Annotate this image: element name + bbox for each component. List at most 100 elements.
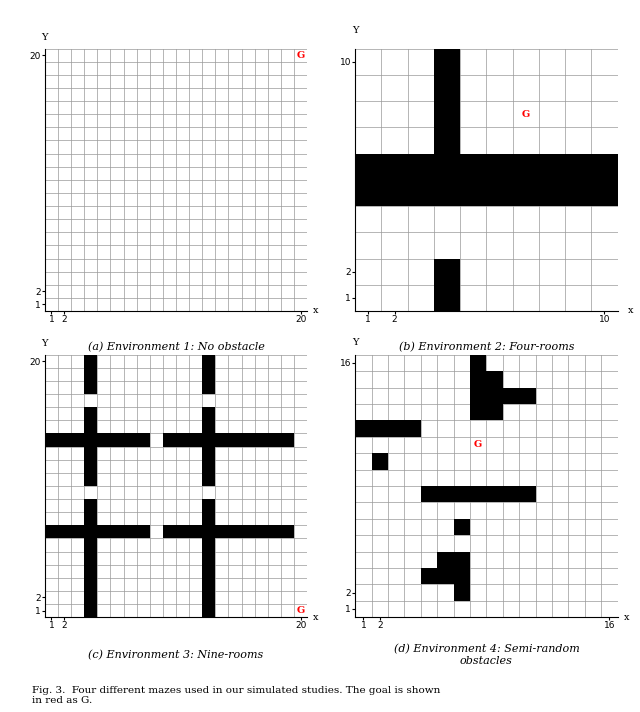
Bar [486,486,503,503]
Bar [202,552,215,565]
Bar [421,568,437,585]
Bar [454,568,470,585]
Bar [355,154,381,179]
Bar [408,180,434,206]
Bar [434,101,460,127]
Text: G: G [474,441,483,449]
Bar [84,512,97,525]
Bar [372,453,388,469]
Bar [84,538,97,552]
Bar [268,434,281,446]
Bar [202,434,215,446]
Bar [71,525,84,538]
Bar [565,180,591,206]
Bar [124,434,137,446]
Bar [215,434,228,446]
Bar [202,407,215,420]
Bar [137,525,150,538]
Bar [111,525,124,538]
Bar [591,154,618,179]
Text: x: x [312,306,318,315]
Text: Y: Y [352,26,358,36]
Text: x: x [628,306,634,315]
Bar [460,154,486,179]
Bar [202,473,215,486]
Bar [421,486,437,503]
Bar [58,525,71,538]
Bar [470,404,486,420]
Bar [97,525,111,538]
Bar [84,473,97,486]
Bar [84,355,97,368]
Bar [434,154,460,179]
Bar [565,154,591,179]
Bar [163,434,176,446]
Bar [255,525,268,538]
Text: (b) Environment 2: Four-rooms: (b) Environment 2: Four-rooms [399,342,574,352]
Bar [268,525,281,538]
Bar [381,180,408,206]
Text: Y: Y [42,339,48,348]
Bar [202,565,215,577]
Bar [84,525,97,538]
Bar [437,552,454,568]
Bar [228,434,242,446]
Bar [84,577,97,591]
Bar [470,387,486,404]
Bar [111,434,124,446]
Bar [215,525,228,538]
Text: G: G [522,110,530,119]
Bar [454,486,470,503]
Bar [84,420,97,434]
Bar [513,180,539,206]
Bar [124,525,137,538]
Bar [189,525,202,538]
Bar [71,434,84,446]
Bar [486,404,503,420]
Bar [539,180,565,206]
Bar [202,577,215,591]
Bar [189,434,202,446]
Text: (a) Environment 1: No obstacle: (a) Environment 1: No obstacle [88,342,264,352]
Bar [137,434,150,446]
Bar [437,486,454,503]
Bar [486,371,503,387]
Bar [242,525,255,538]
Text: x: x [624,612,630,622]
Bar [434,285,460,311]
Bar [84,604,97,617]
Bar [202,381,215,394]
Text: (d) Environment 4: Semi-random
obstacles: (d) Environment 4: Semi-random obstacles [394,644,579,666]
Text: G: G [296,51,305,60]
Bar [434,258,460,285]
Bar [84,446,97,460]
Bar [539,154,565,179]
Bar [486,180,513,206]
Bar [486,387,503,404]
Bar [202,446,215,460]
Bar [84,591,97,604]
Bar [84,407,97,420]
Bar [84,368,97,381]
Bar [355,420,372,436]
Text: Y: Y [352,337,358,347]
Bar [163,525,176,538]
Bar [176,434,189,446]
Text: Fig. 3.  Four different mazes used in our simulated studies. The goal is shown
i: Fig. 3. Four different mazes used in our… [32,686,440,706]
Bar [454,552,470,568]
Bar [519,387,536,404]
Bar [202,368,215,381]
Bar [470,486,486,503]
Bar [503,486,519,503]
Bar [355,180,381,206]
Bar [84,499,97,512]
Bar [434,75,460,101]
Bar [202,460,215,473]
Bar [84,381,97,394]
Bar [434,127,460,154]
Bar [45,434,58,446]
Bar [372,420,388,436]
Bar [281,434,294,446]
Bar [84,565,97,577]
Bar [404,420,421,436]
